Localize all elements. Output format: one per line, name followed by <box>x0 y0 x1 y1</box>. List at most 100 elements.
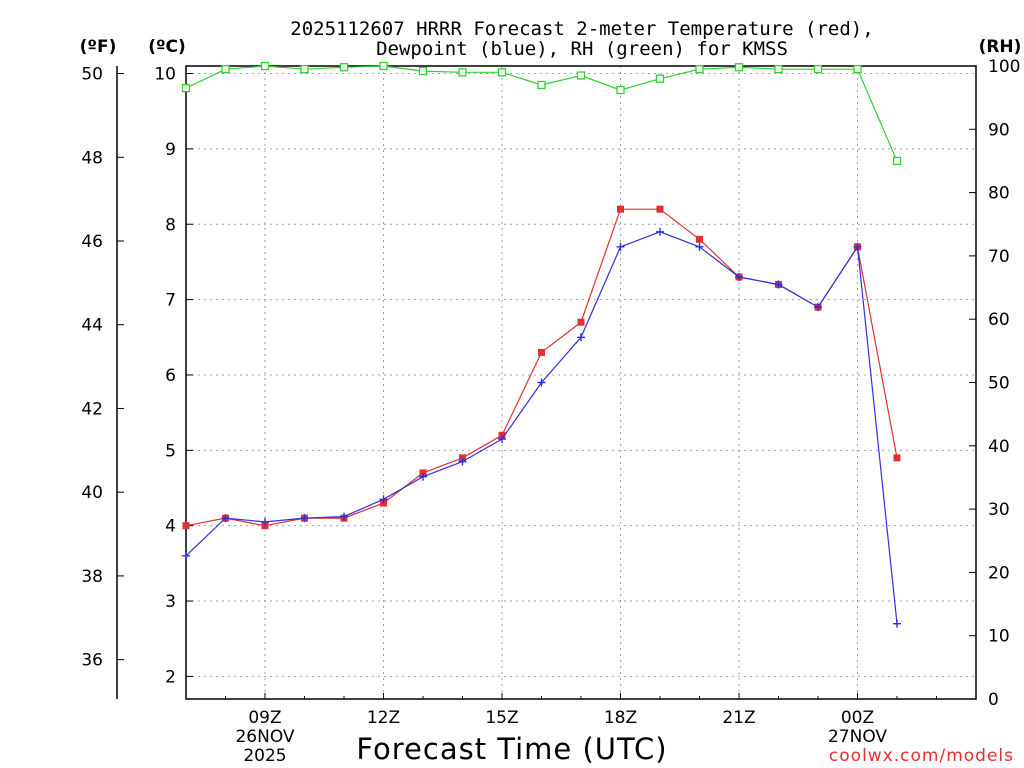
fahrenheit-unit-label: (ºF) <box>80 37 117 57</box>
dewpoint-point <box>221 514 230 523</box>
celsius-tick-label: 3 <box>165 592 176 612</box>
fahrenheit-tick-label: 50 <box>81 65 103 85</box>
celsius-tick-label: 5 <box>165 441 176 461</box>
rh-tick-label: 30 <box>988 500 1010 520</box>
celsius-tick-label: 2 <box>165 667 176 687</box>
dewpoint-point <box>735 273 743 281</box>
rh-tick-label: 0 <box>988 690 999 710</box>
dewpoint-point <box>182 551 190 560</box>
rh-tick-label: 40 <box>988 437 1010 457</box>
rh-tick-label: 10 <box>988 627 1010 647</box>
series-relative-humidity <box>181 61 902 166</box>
rh-tick-label: 90 <box>988 120 1010 140</box>
dewpoint-point <box>853 242 862 251</box>
temperature-point <box>538 348 545 356</box>
rh-point <box>655 74 665 83</box>
dewpoint-point <box>340 512 348 521</box>
x-tick-label: 18Z <box>604 708 637 728</box>
rh-tick-label: 20 <box>988 563 1010 583</box>
celsius-tick-label: 4 <box>165 517 176 537</box>
dewpoint-point <box>379 495 388 504</box>
temperature-point <box>696 235 703 243</box>
dewpoint-point <box>458 457 467 466</box>
dewpoint-point <box>537 378 546 387</box>
rh-point <box>774 65 783 74</box>
rh-point <box>537 80 546 90</box>
series-line <box>185 208 898 527</box>
temperature-point <box>617 205 624 213</box>
rh-point <box>379 61 388 71</box>
celsius-tick-label: 8 <box>165 215 176 235</box>
credit-text: coolwx.com/models <box>829 746 1014 766</box>
dewpoint-point <box>695 242 704 251</box>
fahrenheit-tick-label: 40 <box>81 483 103 503</box>
dewpoint-point <box>616 242 625 251</box>
rh-point <box>616 85 625 95</box>
rh-unit-label: (RH) <box>979 37 1022 57</box>
x-tick-year-label: 2025 <box>243 746 286 766</box>
rh-point <box>260 61 270 71</box>
rh-tick-label: 60 <box>988 310 1010 330</box>
rh-tick-label: 50 <box>988 374 1010 394</box>
rh-point <box>497 68 507 77</box>
x-tick-label: 12Z <box>367 708 400 728</box>
series-layer <box>181 61 902 628</box>
dewpoint-point <box>261 517 269 526</box>
rh-point <box>339 63 349 72</box>
rh-point <box>892 156 902 166</box>
celsius-unit-label: (ºC) <box>148 37 186 57</box>
rh-point <box>853 65 862 74</box>
fahrenheit-tick-label: 36 <box>81 651 103 671</box>
x-tick-date-label: 27NOV <box>828 727 887 747</box>
rh-point <box>813 65 823 74</box>
celsius-tick-label: 9 <box>165 140 176 160</box>
rh-point <box>221 65 230 74</box>
rh-point <box>300 65 309 74</box>
temperature-point <box>656 205 664 213</box>
temperature-point <box>893 454 901 462</box>
grid-layer <box>186 66 976 699</box>
rh-point <box>418 66 428 76</box>
rh-point <box>695 65 704 74</box>
rh-point <box>181 84 191 93</box>
fahrenheit-tick-label: 42 <box>81 399 103 419</box>
dewpoint-point <box>774 280 783 289</box>
celsius-tick-label: 10 <box>154 65 176 85</box>
fahrenheit-tick-label: 46 <box>81 232 103 252</box>
rh-tick-label: 70 <box>988 247 1010 267</box>
series-2-meter-temperature <box>182 205 901 530</box>
x-tick-label: 00Z <box>841 708 874 728</box>
x-tick-label: 21Z <box>722 708 755 728</box>
temperature-point <box>182 522 190 530</box>
x-tick-date-label: 26NOV <box>235 727 294 747</box>
dewpoint-point <box>300 514 309 523</box>
celsius-tick-label: 6 <box>165 366 176 386</box>
fahrenheit-tick-label: 48 <box>81 148 103 168</box>
rh-point <box>458 68 467 77</box>
chart-title-line2: Dewpoint (blue), RH (green) for KMSS <box>376 38 788 60</box>
series-line <box>185 65 898 162</box>
rh-point <box>576 71 586 80</box>
x-tick-label: 09Z <box>248 708 281 728</box>
dewpoint-point <box>498 435 506 444</box>
dewpoint-point <box>893 619 901 628</box>
rh-tick-label: 100 <box>988 57 1020 77</box>
chart-title-line1: 2025112607 HRRR Forecast 2-meter Tempera… <box>290 18 873 40</box>
series-line <box>185 231 898 624</box>
series-dewpoint <box>182 227 901 628</box>
plot-area-frame <box>185 65 977 700</box>
x-axis-title: Forecast Time (UTC) <box>356 732 667 766</box>
rh-tick-label: 80 <box>988 184 1010 204</box>
dewpoint-point <box>814 303 822 312</box>
x-tick-label: 15Z <box>485 708 518 728</box>
celsius-tick-label: 7 <box>165 291 176 311</box>
rh-point <box>734 63 744 72</box>
dewpoint-point <box>577 333 585 342</box>
fahrenheit-tick-label: 38 <box>81 567 103 587</box>
temperature-point <box>577 318 585 326</box>
dewpoint-point <box>419 472 427 481</box>
fahrenheit-tick-label: 44 <box>81 316 103 336</box>
dewpoint-point <box>656 227 664 236</box>
